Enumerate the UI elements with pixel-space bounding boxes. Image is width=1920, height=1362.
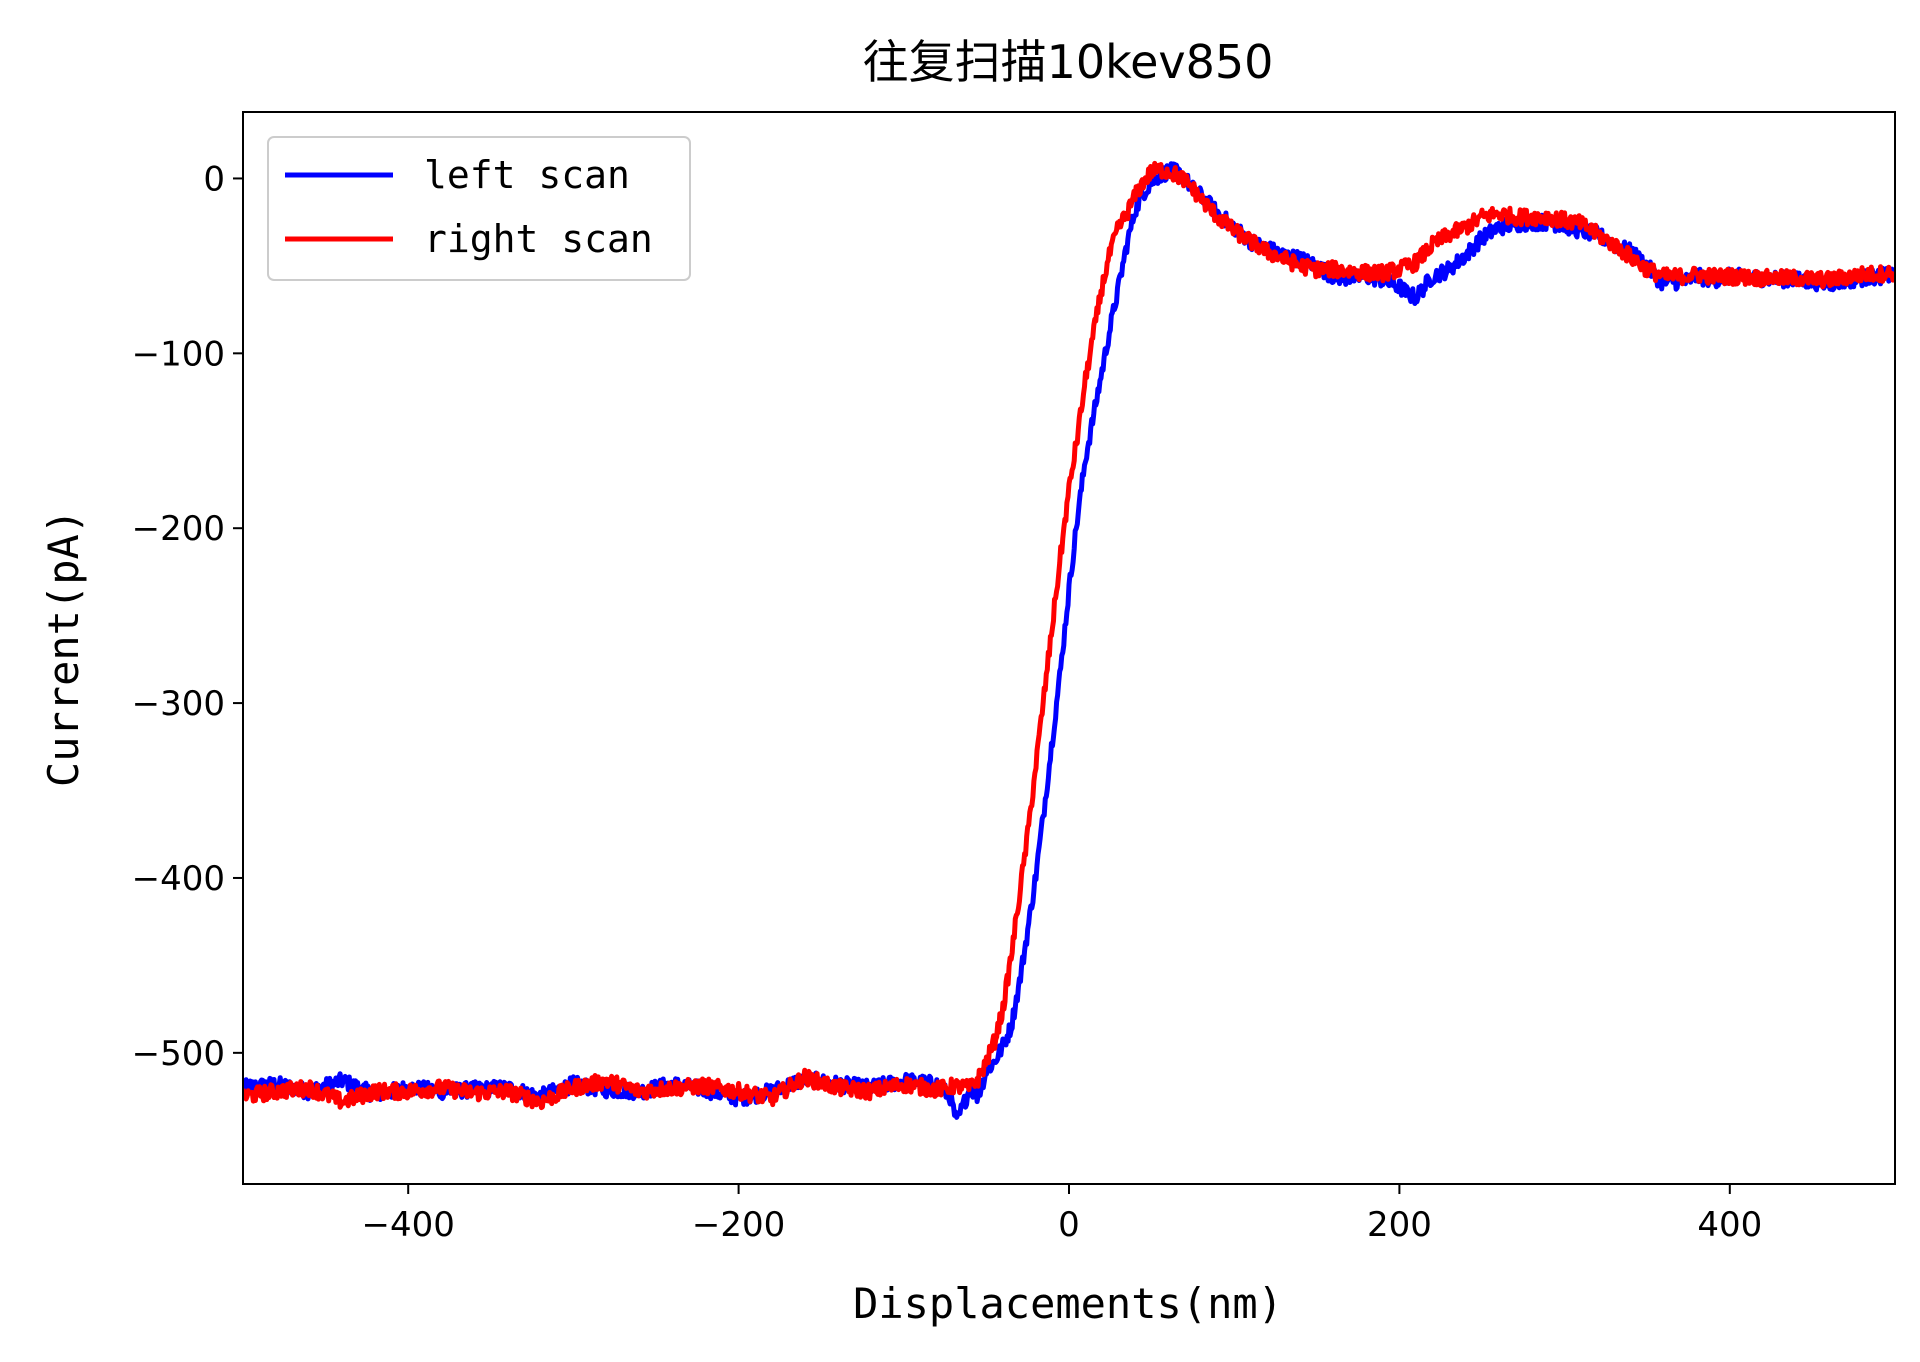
x-tick-label: 200 (1367, 1205, 1432, 1245)
y-tick-label: −200 (132, 509, 225, 549)
chart-title: 往复扫描10kev850 (863, 35, 1274, 89)
y-tick-label: −400 (132, 859, 225, 899)
y-axis-label: Current(pA) (39, 509, 88, 787)
x-axis: −400 −200 0 200 400 (362, 1184, 1762, 1245)
y-axis: 0 −100 −200 −300 −400 −500 (132, 159, 243, 1074)
legend: left scan right scan (267, 136, 691, 281)
y-tick-label: 0 (203, 159, 225, 199)
y-tick-label: −300 (132, 684, 225, 724)
x-tick-label: −200 (692, 1205, 785, 1245)
x-tick-label: 0 (1058, 1205, 1080, 1245)
y-tick-label: −500 (132, 1034, 225, 1074)
legend-label-left-scan: left scan (424, 153, 630, 197)
series-line-right-scan (243, 160, 1895, 1111)
x-tick-label: −400 (362, 1205, 455, 1245)
series-layer (243, 160, 1895, 1120)
x-tick-label: 400 (1697, 1205, 1762, 1245)
y-tick-label: −100 (132, 334, 225, 374)
legend-label-right-scan: right scan (424, 217, 653, 261)
x-axis-label: Displacements(nm) (853, 1279, 1283, 1328)
